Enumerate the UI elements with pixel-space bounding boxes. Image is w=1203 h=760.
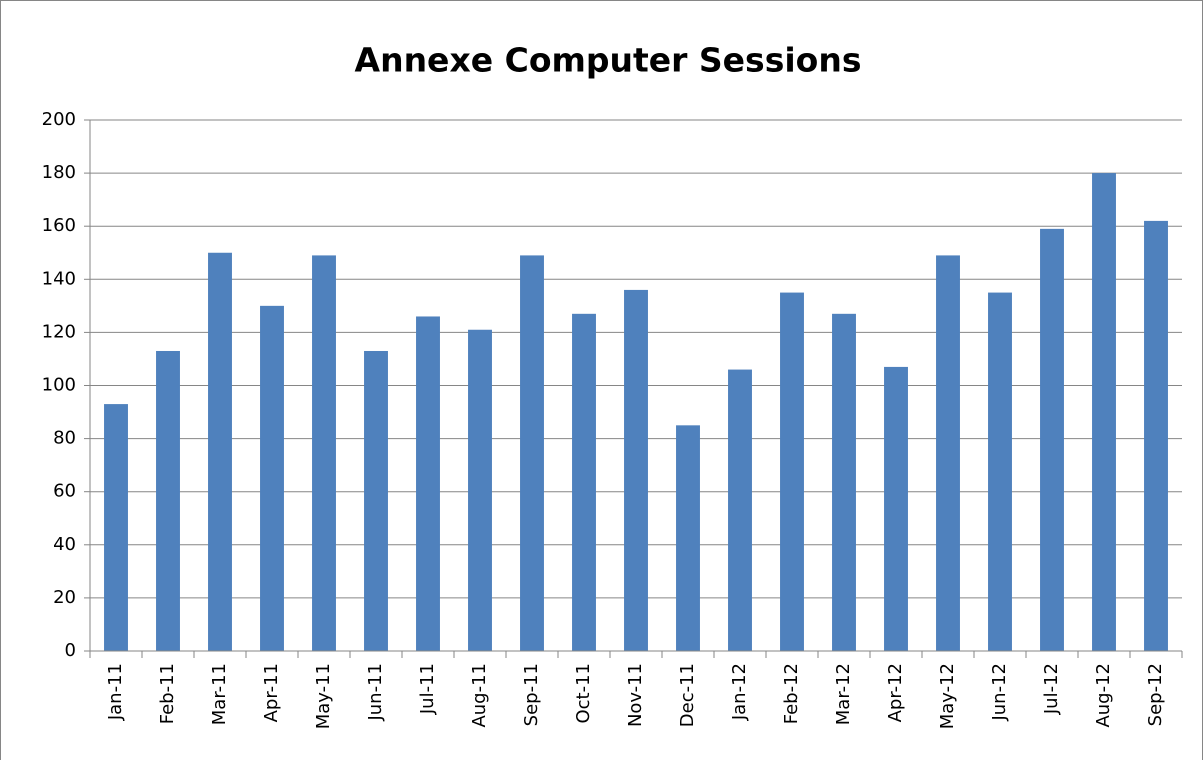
bar (572, 313, 596, 651)
bar (156, 350, 180, 651)
x-tick-label: Apr-11 (261, 663, 282, 722)
bar (1040, 228, 1064, 652)
bar (884, 366, 908, 651)
x-tick-label: May-11 (313, 663, 334, 729)
x-tick-label: Sep-12 (1145, 663, 1166, 726)
y-tick-label: 180 (42, 162, 76, 183)
bar (936, 255, 960, 651)
x-tick-label: Mar-11 (209, 663, 230, 725)
x-tick-label: Jun-11 (365, 663, 386, 722)
y-tick-label: 40 (53, 534, 76, 555)
y-tick-label: 160 (42, 215, 76, 236)
x-tick-label: Oct-11 (573, 663, 594, 724)
bar (676, 425, 700, 651)
x-tick-label: Sep-11 (521, 663, 542, 726)
x-tick-label: Dec-11 (677, 663, 698, 727)
bar (520, 255, 544, 651)
bar (416, 316, 440, 651)
y-tick-label: 20 (53, 587, 76, 608)
bar (728, 369, 752, 651)
x-tick-label: Jul-11 (417, 663, 438, 715)
bar (624, 289, 648, 651)
bar (364, 350, 388, 651)
y-tick-label: 80 (53, 428, 76, 449)
bar (1092, 173, 1116, 651)
bar (104, 404, 128, 651)
x-tick-label: Apr-12 (885, 663, 906, 722)
x-tick-label: Jul-12 (1041, 663, 1062, 715)
y-tick-label: 200 (42, 109, 76, 130)
x-tick-label: May-12 (937, 663, 958, 729)
y-tick-label: 120 (42, 321, 76, 342)
x-tick-label: Jun-12 (989, 663, 1010, 722)
x-tick-label: Feb-11 (157, 663, 178, 724)
bar (208, 252, 232, 651)
x-tick-label: Jan-11 (105, 663, 126, 721)
y-tick-label: 140 (42, 268, 76, 289)
x-tick-label: Nov-11 (625, 663, 646, 727)
y-tick-label: 100 (42, 375, 76, 396)
x-tick-label: Jan-12 (729, 663, 750, 721)
chart-title: Annexe Computer Sessions (355, 41, 862, 80)
x-tick-label: Feb-12 (781, 663, 802, 724)
x-tick-label: Aug-12 (1093, 663, 1114, 728)
bar (260, 305, 284, 651)
bar (468, 329, 492, 651)
bar (1144, 220, 1168, 651)
x-tick-label: Aug-11 (469, 663, 490, 728)
y-tick-label: 0 (65, 640, 76, 661)
bar (988, 292, 1012, 651)
bar (312, 255, 336, 651)
x-tick-label: Mar-12 (833, 663, 854, 725)
bar (780, 292, 804, 651)
y-tick-label: 60 (53, 481, 76, 502)
bar (832, 313, 856, 651)
